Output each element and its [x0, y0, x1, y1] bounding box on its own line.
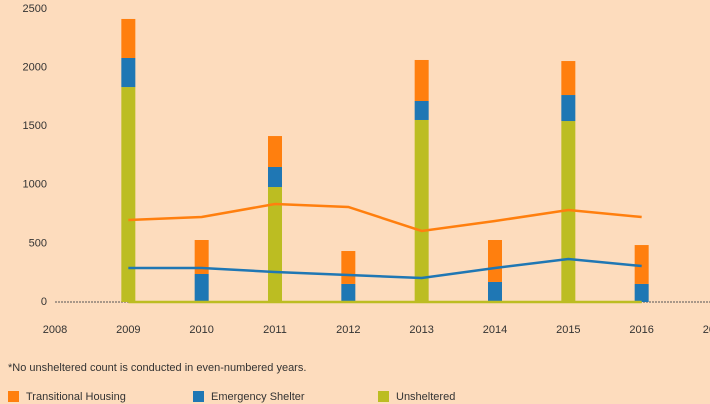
x-tick-label: 2012: [336, 324, 360, 336]
legend-swatch: [8, 391, 19, 402]
bar-segment: [634, 283, 649, 302]
bar-segment: [268, 166, 282, 188]
legend-swatch: [193, 391, 204, 402]
line: [128, 257, 642, 280]
y-tick-label: 0: [41, 296, 47, 308]
legend-swatch: [378, 391, 389, 402]
bar-segment: [561, 95, 576, 122]
bar-segment: [194, 240, 209, 274]
bar-segment: [121, 18, 136, 58]
bar-segment: [268, 136, 282, 167]
bar-segment: [414, 119, 429, 302]
bar-segment: [341, 251, 356, 284]
x-tick-label: 2010: [189, 324, 213, 336]
x-tick-label: 2013: [409, 324, 433, 336]
bar-segment: [121, 57, 136, 88]
bar-segment: [488, 240, 502, 282]
y-tick-label: 1500: [23, 120, 47, 132]
x-tick-label: 2014: [483, 324, 507, 336]
bar-segment: [634, 245, 649, 284]
bar-segment: [561, 121, 576, 302]
bar-segment: [414, 101, 429, 120]
legend-label: Emergency Shelter: [211, 391, 305, 403]
bar-segment: [561, 61, 576, 96]
bar-segment: [194, 273, 209, 302]
y-tick-label: 500: [29, 237, 47, 249]
x-tick-label: 2017: [703, 324, 710, 336]
y-tick-label: 2500: [23, 3, 47, 15]
y-tick-label: 2000: [23, 62, 47, 74]
x-tick-label: 2009: [116, 324, 140, 336]
x-tick-label: 2008: [43, 324, 67, 336]
footnote: *No unsheltered count is conducted in ev…: [8, 362, 306, 374]
x-tick-label: 2016: [629, 324, 653, 336]
legend-label: Unsheltered: [396, 391, 455, 403]
line: [128, 202, 642, 233]
bar-segment: [488, 281, 502, 302]
bar-segment: [341, 283, 356, 302]
x-tick-label: 2011: [263, 324, 287, 336]
legend-label: Transitional Housing: [26, 391, 126, 403]
bar-segment: [121, 87, 136, 302]
y-tick-label: 1000: [23, 179, 47, 191]
bar-segment: [414, 59, 429, 102]
x-tick-label: 2015: [556, 324, 580, 336]
